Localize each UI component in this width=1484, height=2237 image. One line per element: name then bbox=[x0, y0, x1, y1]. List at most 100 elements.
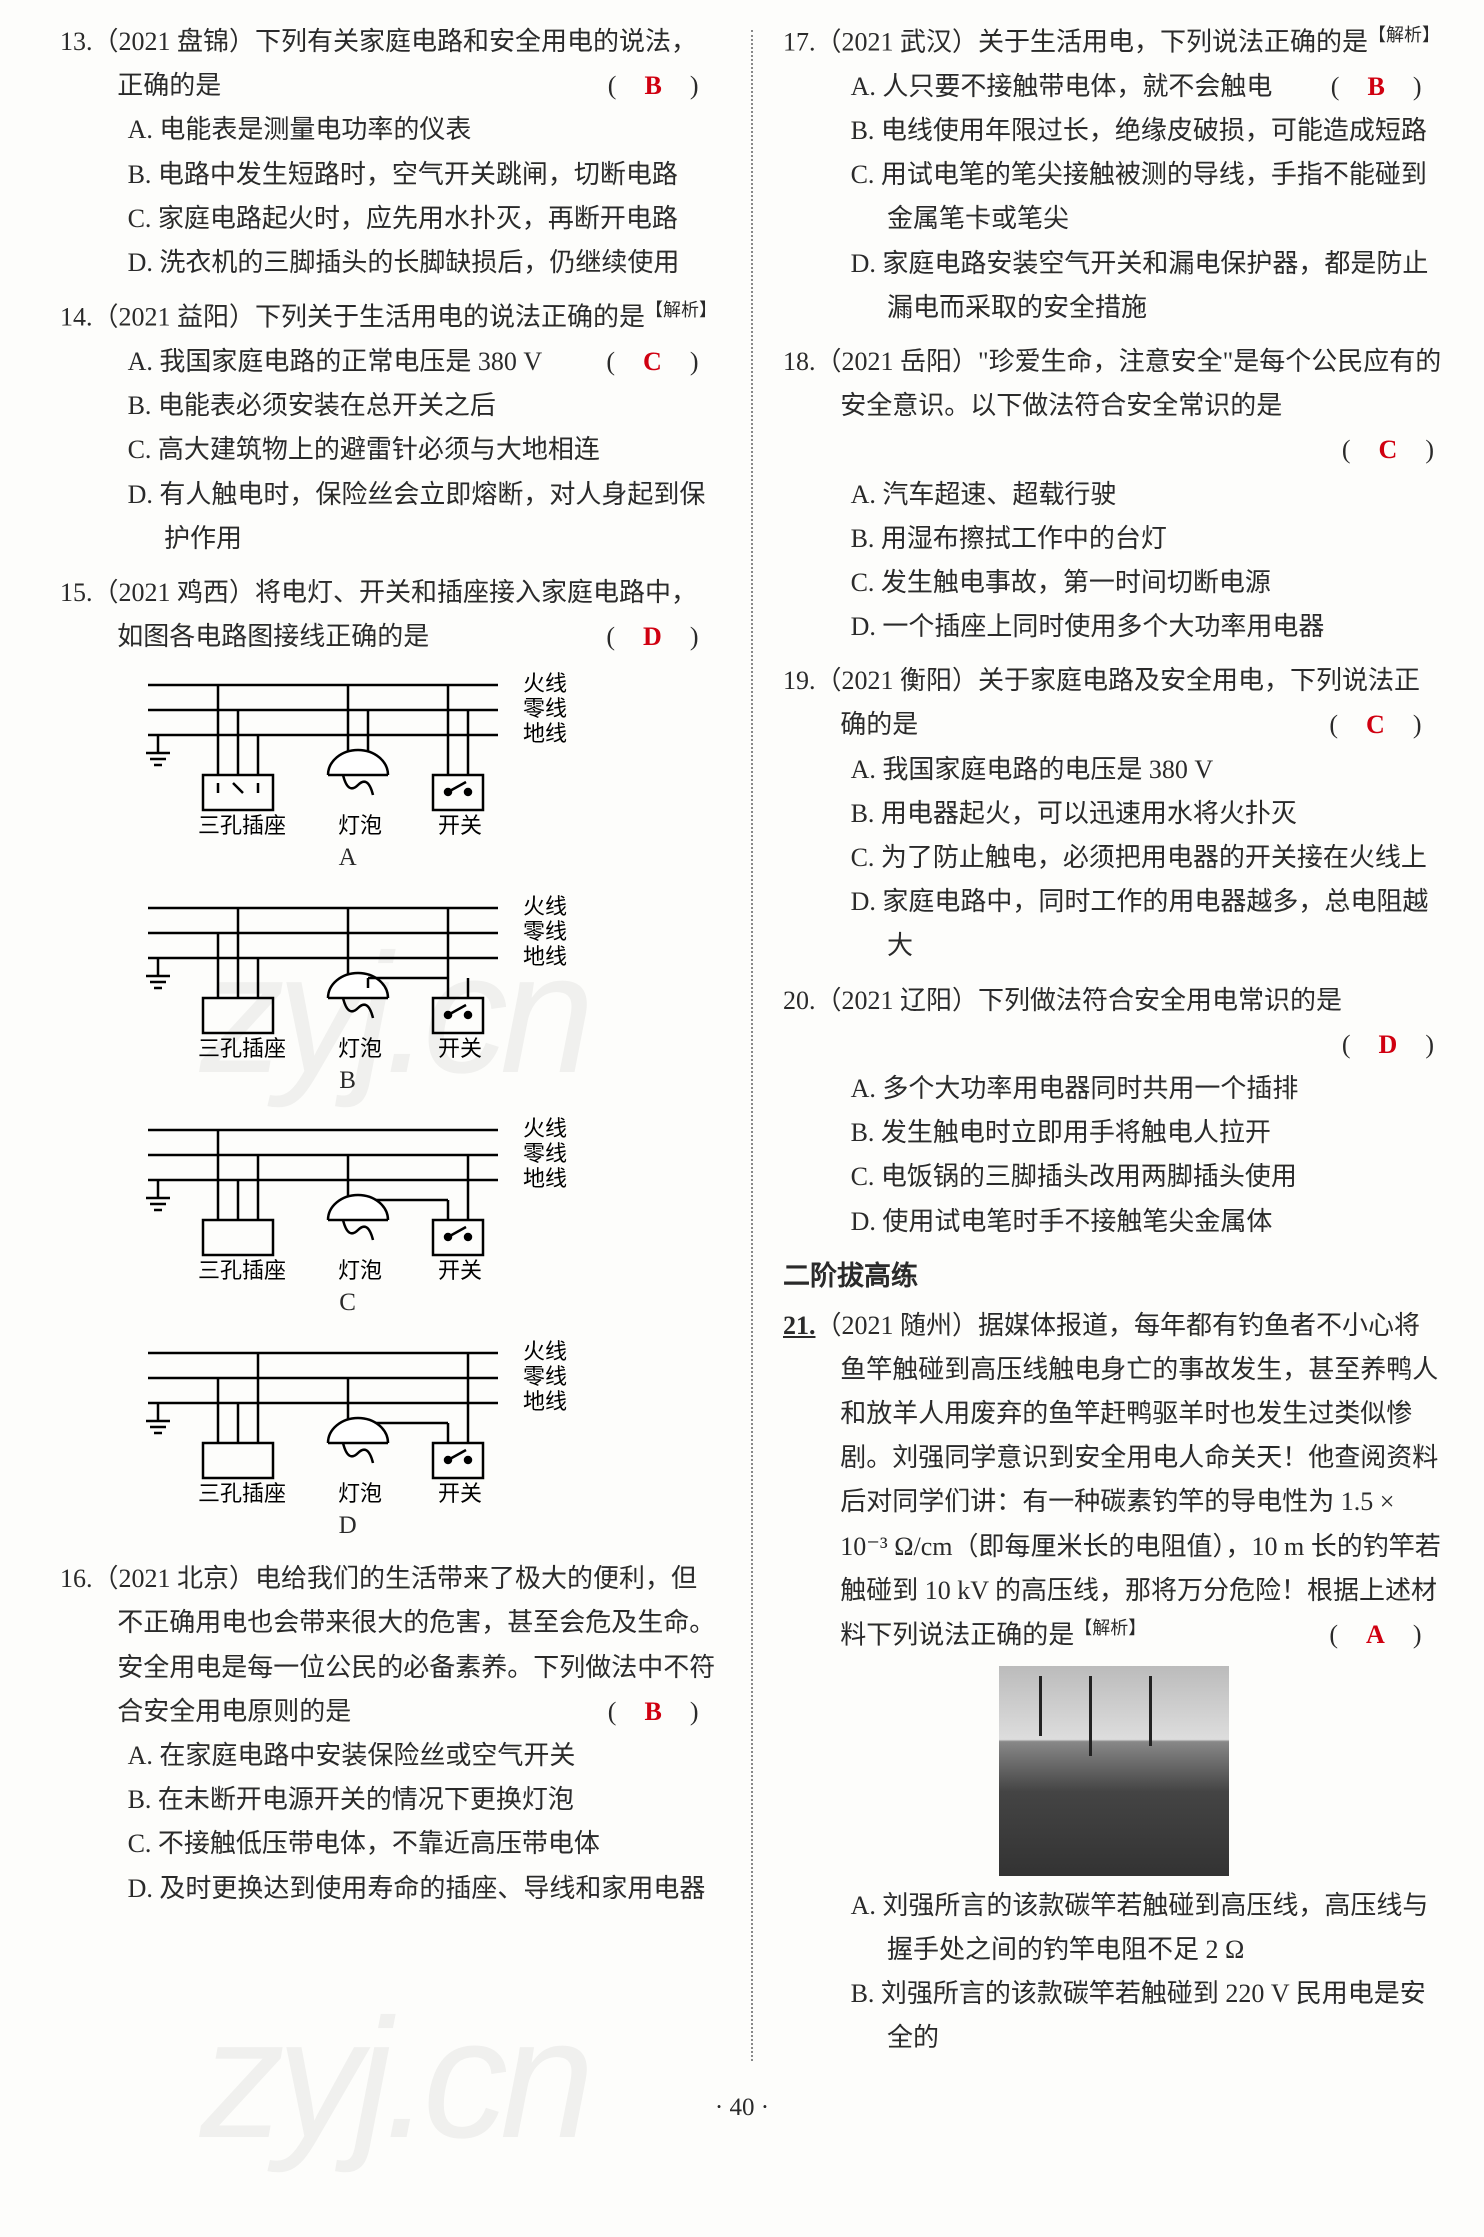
option-d: D. 及时更换达到使用寿命的插座、导线和家用电器 bbox=[128, 1867, 721, 1911]
options: A. 电能表是测量电功率的仪表 B. 电路中发生短路时，空气开关跳闸，切断电路 … bbox=[60, 108, 721, 285]
question-stem: 16.（2021 北京）电给我们的生活带来了极大的便利，但不正确用电也会带来很大… bbox=[60, 1557, 721, 1734]
page-container: 13.（2021 盘锦）下列有关家庭电路和安全用电的说法，正确的是 ( B ) … bbox=[0, 0, 1484, 2081]
question-number: 13. bbox=[60, 27, 93, 56]
answer-paren: ( B ) bbox=[665, 64, 721, 108]
svg-text:灯泡: 灯泡 bbox=[338, 1258, 382, 1280]
answer-paren: ( D ) bbox=[664, 615, 721, 659]
question-stem: 21.（2021 随州）据媒体报道，每年都有钓鱼者不小心将鱼竿触碰到高压线触电身… bbox=[783, 1304, 1444, 1658]
column-divider bbox=[751, 30, 753, 2061]
question-source: （2021 岳阳） bbox=[816, 347, 979, 376]
answer-paren: ( C ) bbox=[783, 428, 1444, 472]
option-b: B. 用湿布擦拭工作中的台灯 bbox=[851, 517, 1444, 561]
question-17: 17.（2021 武汉）关于生活用电，下列说法正确的是【解析】 ( B ) A.… bbox=[783, 20, 1444, 330]
answer: C bbox=[641, 347, 664, 376]
option-c: C. 电饭锅的三脚插头改用两脚插头使用 bbox=[851, 1155, 1444, 1199]
options: A. 刘强所言的该款碳竿若触碰到高压线，高压线与握手处之间的钓竿电阻不足 2 Ω… bbox=[783, 1884, 1444, 2061]
diagram-label-b: B bbox=[128, 1060, 568, 1103]
question-stem: 15.（2021 鸡西）将电灯、开关和插座接入家庭电路中，如图各电路图接线正确的… bbox=[60, 571, 721, 659]
ground-label: 地线 bbox=[523, 721, 567, 746]
option-a: A. 我国家庭电路的电压是 380 V bbox=[851, 748, 1444, 792]
svg-text:灯泡: 灯泡 bbox=[338, 813, 382, 835]
live-label: 火线 bbox=[523, 671, 567, 696]
note-mark: 【解析】 bbox=[1368, 25, 1440, 45]
left-column: 13.（2021 盘锦）下列有关家庭电路和安全用电的说法，正确的是 ( B ) … bbox=[60, 20, 721, 2071]
svg-text:零线: 零线 bbox=[523, 1364, 567, 1389]
circuit-d: 火线 零线 地线 三孔插座 灯泡 开关 D bbox=[128, 1333, 568, 1548]
question-stem: 13.（2021 盘锦）下列有关家庭电路和安全用电的说法，正确的是 ( B ) bbox=[60, 20, 721, 108]
option-c: C. 用试电笔的笔尖接触被测的导线，手指不能碰到金属笔卡或笔尖 bbox=[851, 153, 1444, 241]
svg-text:火线: 火线 bbox=[523, 1339, 567, 1364]
question-text: 据媒体报道，每年都有钓鱼者不小心将鱼竿触碰到高压线触电身亡的事故发生，甚至养鸭人… bbox=[840, 1311, 1441, 1650]
option-a: A. 汽车超速、超载行驶 bbox=[851, 473, 1444, 517]
question-number: 19. bbox=[783, 666, 816, 695]
option-d: D. 家庭电路安装空气开关和漏电保护器，都是防止漏电而采取的安全措施 bbox=[851, 242, 1444, 330]
question-source: （2021 鸡西） bbox=[93, 578, 256, 607]
option-c: C. 发生触电事故，第一时间切断电源 bbox=[851, 561, 1444, 605]
question-number: 14. bbox=[60, 303, 93, 332]
question-number: 20. bbox=[783, 986, 816, 1015]
option-b: B. 电线使用年限过长，绝缘皮破损，可能造成短路 bbox=[851, 109, 1444, 153]
answer: A bbox=[1364, 1620, 1387, 1649]
svg-text:三孔插座: 三孔插座 bbox=[198, 813, 286, 835]
question-stem: 14.（2021 益阳）下列关于生活用电的说法正确的是【解析】 ( C ) bbox=[60, 295, 721, 340]
right-column: 17.（2021 武汉）关于生活用电，下列说法正确的是【解析】 ( B ) A.… bbox=[783, 20, 1444, 2071]
option-d: D. 一个插座上同时使用多个大功率用电器 bbox=[851, 605, 1444, 649]
question-number: 21. bbox=[783, 1311, 816, 1340]
question-source: （2021 衡阳） bbox=[816, 666, 979, 695]
svg-text:开关: 开关 bbox=[438, 1036, 482, 1058]
question-number: 17. bbox=[783, 28, 816, 57]
svg-text:三孔插座: 三孔插座 bbox=[198, 1481, 286, 1503]
answer: B bbox=[642, 1697, 663, 1726]
answer-paren: ( C ) bbox=[1387, 703, 1444, 747]
answer-paren: ( A ) bbox=[1387, 1613, 1444, 1657]
answer: C bbox=[1364, 710, 1387, 739]
question-stem: 18.（2021 岳阳）"珍爱生命，注意安全"是每个公民应有的安全意识。以下做法… bbox=[783, 340, 1444, 428]
circuit-diagrams: 火线 零线 地线 三孔插座 灯泡 开关 A bbox=[60, 665, 721, 1547]
question-text: 关于生活用电，下列说法正确的是 bbox=[978, 28, 1368, 57]
options: A. 多个大功率用电器同时共用一个插排 B. 发生触电时立即用手将触电人拉开 C… bbox=[783, 1067, 1444, 1244]
question-source: （2021 随州） bbox=[816, 1311, 979, 1340]
answer-paren: ( B ) bbox=[665, 1690, 721, 1734]
answer: B bbox=[642, 71, 663, 100]
answer: C bbox=[1377, 435, 1400, 464]
svg-text:三孔插座: 三孔插座 bbox=[198, 1258, 286, 1280]
option-d: D. 洗衣机的三脚插头的长脚缺损后，仍继续使用 bbox=[128, 241, 721, 285]
option-b: B. 在未断开电源开关的情况下更换灯泡 bbox=[128, 1778, 721, 1822]
question-text: 下列关于生活用电的说法正确的是 bbox=[255, 303, 645, 332]
svg-text:地线: 地线 bbox=[523, 1389, 567, 1414]
page-number: · 40 · bbox=[0, 2081, 1484, 2144]
question-number: 18. bbox=[783, 347, 816, 376]
option-d: D. 家庭电路中，同时工作的用电器越多，总电阻越大 bbox=[851, 880, 1444, 968]
question-source: （2021 盘锦） bbox=[93, 27, 256, 56]
note-mark: 【解析】 bbox=[1074, 1618, 1146, 1638]
option-d: D. 有人触电时，保险丝会立即熔断，对人身起到保护作用 bbox=[128, 473, 721, 561]
note-mark: 【解析】 bbox=[645, 300, 717, 320]
option-b: B. 发生触电时立即用手将触电人拉开 bbox=[851, 1111, 1444, 1155]
option-a: A. 多个大功率用电器同时共用一个插排 bbox=[851, 1067, 1444, 1111]
svg-text:地线: 地线 bbox=[523, 1166, 567, 1191]
option-d: D. 使用试电笔时手不接触笔尖金属体 bbox=[851, 1200, 1444, 1244]
diagram-label-c: C bbox=[128, 1282, 568, 1325]
section-title: 二阶拔高练 bbox=[783, 1254, 1444, 1300]
question-stem: 20.（2021 辽阳）下列做法符合安全用电常识的是 bbox=[783, 979, 1444, 1023]
question-15: 15.（2021 鸡西）将电灯、开关和插座接入家庭电路中，如图各电路图接线正确的… bbox=[60, 571, 721, 1547]
circuit-c: 火线 零线 地线 三孔插座 灯泡 开关 C bbox=[128, 1110, 568, 1325]
svg-text:灯泡: 灯泡 bbox=[338, 1481, 382, 1503]
svg-text:火线: 火线 bbox=[523, 894, 567, 919]
svg-text:灯泡: 灯泡 bbox=[338, 1036, 382, 1058]
option-b: B. 刘强所言的该款碳竿若触碰到 220 V 民用电是安全的 bbox=[851, 1972, 1444, 2060]
question-text: 下列做法符合安全用电常识的是 bbox=[978, 986, 1342, 1015]
question-stem: 19.（2021 衡阳）关于家庭电路及安全用电，下列说法正确的是 ( C ) bbox=[783, 659, 1444, 747]
diagram-label-d: D bbox=[128, 1505, 568, 1548]
diagram-label-a: A bbox=[128, 837, 568, 880]
photo-figure bbox=[999, 1666, 1229, 1876]
option-a: A. 在家庭电路中安装保险丝或空气开关 bbox=[128, 1734, 721, 1778]
question-source: （2021 武汉） bbox=[816, 28, 979, 57]
question-21: 21.（2021 随州）据媒体报道，每年都有钓鱼者不小心将鱼竿触碰到高压线触电身… bbox=[783, 1304, 1444, 2061]
question-20: 20.（2021 辽阳）下列做法符合安全用电常识的是 ( D ) A. 多个大功… bbox=[783, 979, 1444, 1244]
question-source: （2021 益阳） bbox=[93, 303, 256, 332]
question-16: 16.（2021 北京）电给我们的生活带来了极大的便利，但不正确用电也会带来很大… bbox=[60, 1557, 721, 1911]
svg-text:零线: 零线 bbox=[523, 1141, 567, 1166]
svg-text:火线: 火线 bbox=[523, 1116, 567, 1141]
svg-text:开关: 开关 bbox=[438, 1481, 482, 1503]
